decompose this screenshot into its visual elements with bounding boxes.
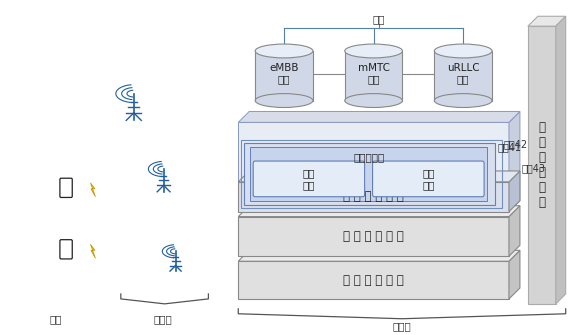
Polygon shape — [509, 171, 520, 212]
Polygon shape — [509, 112, 520, 212]
FancyBboxPatch shape — [60, 178, 72, 197]
Polygon shape — [238, 217, 509, 256]
Polygon shape — [91, 244, 95, 258]
FancyBboxPatch shape — [60, 240, 72, 259]
FancyBboxPatch shape — [253, 161, 364, 197]
Ellipse shape — [255, 93, 313, 108]
Polygon shape — [238, 182, 509, 212]
Polygon shape — [556, 16, 566, 304]
FancyBboxPatch shape — [373, 161, 484, 197]
Text: 物 理 基 础 设 施: 物 理 基 础 设 施 — [343, 274, 404, 286]
Text: uRLLC
业务: uRLLC 业务 — [447, 63, 479, 84]
Text: 能 力 开 放 平 台: 能 力 开 放 平 台 — [343, 190, 404, 203]
Text: 切片43: 切片43 — [522, 163, 546, 173]
Polygon shape — [244, 143, 495, 205]
Polygon shape — [434, 51, 492, 100]
Ellipse shape — [434, 44, 492, 58]
Polygon shape — [345, 51, 402, 100]
Polygon shape — [238, 206, 520, 217]
Ellipse shape — [345, 44, 402, 58]
Polygon shape — [238, 261, 509, 299]
Polygon shape — [238, 250, 520, 261]
Ellipse shape — [434, 93, 492, 108]
Text: 信令与数据: 信令与数据 — [353, 152, 384, 162]
Polygon shape — [250, 147, 487, 201]
Polygon shape — [238, 171, 520, 182]
Text: mMTC
业务: mMTC 业务 — [357, 63, 390, 84]
Text: 终端: 终端 — [50, 314, 62, 324]
Text: 切片41: 切片41 — [497, 142, 521, 152]
Text: 虚 拟 基 础 设 施: 虚 拟 基 础 设 施 — [343, 230, 404, 243]
Polygon shape — [91, 183, 95, 197]
Polygon shape — [255, 51, 313, 100]
Polygon shape — [528, 26, 556, 304]
Text: eMBB
业务: eMBB 业务 — [269, 63, 299, 84]
Polygon shape — [509, 250, 520, 299]
Ellipse shape — [345, 93, 402, 108]
Text: 网络
功能: 网络 功能 — [422, 168, 434, 190]
Text: 应用: 应用 — [373, 14, 385, 24]
Text: 边缘
功能: 边缘 功能 — [303, 168, 315, 190]
Polygon shape — [509, 206, 520, 256]
Text: 核心网: 核心网 — [392, 322, 411, 332]
Text: 控
制
管
理
功
能: 控 制 管 理 功 能 — [538, 121, 545, 209]
Text: 接入网: 接入网 — [153, 314, 172, 324]
Ellipse shape — [255, 44, 313, 58]
Polygon shape — [528, 16, 566, 26]
Polygon shape — [238, 122, 509, 212]
Text: 切片42: 切片42 — [504, 139, 528, 149]
Polygon shape — [238, 112, 520, 122]
